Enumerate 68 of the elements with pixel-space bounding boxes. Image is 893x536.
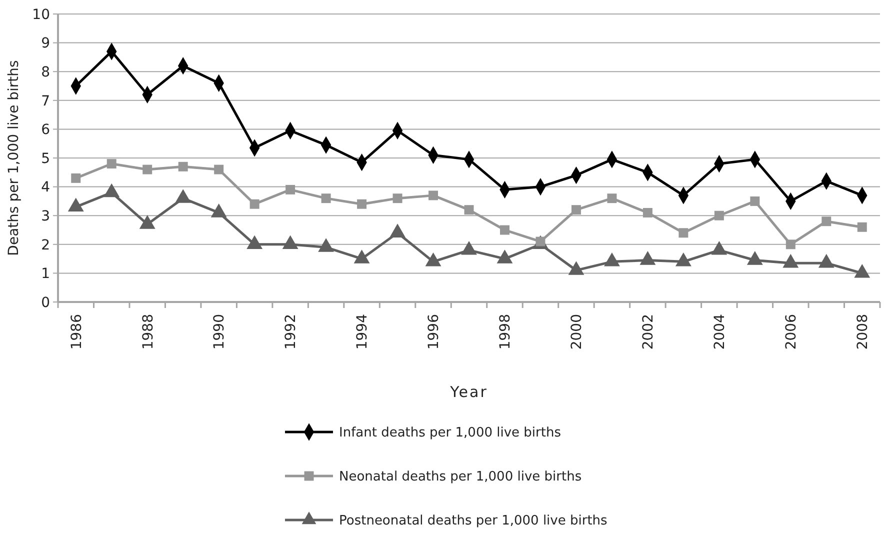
point [68, 198, 84, 212]
point [642, 208, 652, 218]
point [210, 204, 227, 218]
x-tick-label: 2002 [640, 314, 657, 350]
x-tick-label: 2008 [855, 314, 872, 350]
x-tick-label: 1992 [283, 314, 300, 350]
legend-label: Postneonatal deaths per 1,000 live births [339, 514, 608, 529]
point [250, 199, 260, 209]
point [571, 205, 581, 215]
y-tick-label: 7 [41, 93, 50, 110]
point [106, 159, 116, 169]
point [746, 251, 763, 265]
point [640, 251, 656, 265]
point [675, 252, 692, 266]
point [464, 205, 474, 215]
point [496, 250, 513, 264]
point [392, 194, 402, 204]
point [500, 225, 510, 235]
x-tick-label: 1990 [212, 314, 228, 350]
point [750, 196, 760, 206]
point [428, 190, 438, 200]
y-tick-label: 0 [41, 294, 50, 311]
x-tick-label: 1998 [498, 314, 514, 350]
y-tick-label: 1 [41, 266, 50, 282]
y-tick-label: 9 [41, 36, 50, 52]
x-tick-label: 2004 [712, 314, 728, 350]
y-tick-label: 2 [41, 237, 50, 254]
x-axis-title: Year [449, 383, 488, 401]
point [139, 215, 156, 229]
point [461, 240, 477, 255]
point [818, 254, 834, 268]
point [321, 194, 331, 204]
point [354, 250, 370, 264]
point [178, 162, 188, 172]
point [822, 216, 832, 226]
y-tick-label: 5 [41, 150, 50, 167]
x-tick-label: 1986 [68, 314, 85, 350]
x-tick-label: 2006 [784, 314, 800, 350]
point [711, 240, 728, 255]
x-tick-label: 1988 [140, 314, 156, 350]
y-tick-label: 10 [32, 6, 50, 23]
y-tick-label: 3 [41, 208, 50, 224]
point [214, 164, 224, 174]
point [390, 224, 406, 238]
x-tick-label: 1996 [426, 314, 442, 350]
x-tick-label: 1994 [354, 314, 371, 350]
point [425, 252, 442, 266]
y-tick-label: 6 [41, 122, 50, 138]
legend-label: Neonatal deaths per 1,000 live births [339, 470, 582, 485]
point [568, 261, 584, 275]
y-tick-label: 4 [41, 180, 50, 196]
point [71, 173, 81, 183]
point [607, 194, 617, 204]
point [714, 210, 724, 220]
point [357, 199, 367, 209]
point [282, 235, 298, 249]
point [286, 184, 296, 194]
legend-label: Infant deaths per 1,000 live births [339, 426, 562, 441]
point [854, 264, 870, 278]
point [604, 252, 620, 266]
point [142, 164, 152, 174]
point [782, 254, 799, 268]
y-tick-label: 8 [41, 64, 50, 80]
x-tick-label: 2000 [569, 314, 586, 350]
point [857, 222, 867, 232]
point [246, 235, 263, 249]
point [318, 238, 334, 252]
y-axis-title: Deaths per 1,000 live births [6, 60, 22, 256]
